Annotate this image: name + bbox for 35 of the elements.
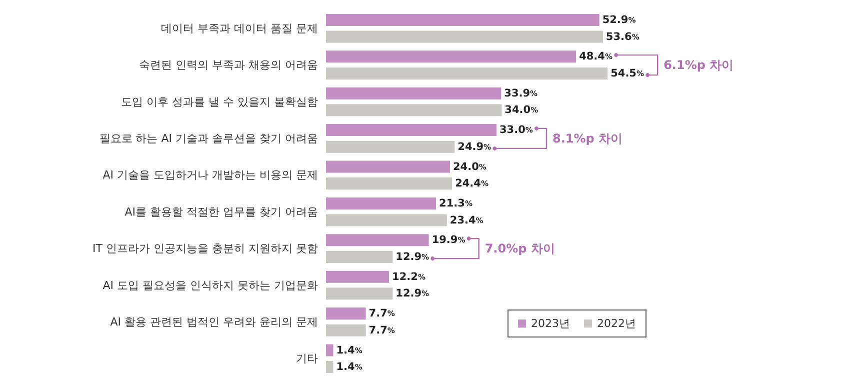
bar — [326, 50, 576, 63]
y-tick-label: 데이터 부족과 데이터 품질 문제 — [161, 22, 318, 35]
bar — [326, 30, 603, 43]
bar — [326, 361, 334, 374]
bar — [326, 14, 600, 26]
bar — [326, 124, 496, 136]
bar — [326, 270, 390, 283]
bar — [326, 324, 366, 336]
text: 6.1%p 차이 — [664, 58, 734, 72]
bar — [326, 197, 436, 210]
bar — [326, 308, 366, 320]
y-tick-label: AI 활용 관련된 법적인 우려와 윤리의 문제 — [110, 315, 318, 328]
bar — [326, 250, 393, 263]
y-tick-label: 기타 — [296, 352, 318, 366]
bar — [326, 344, 334, 356]
bar — [326, 234, 429, 246]
bar — [326, 160, 450, 173]
bar — [326, 140, 455, 153]
y-tick-label: AI를 활용할 적절한 업무를 찾기 어려움 — [124, 205, 318, 218]
bar — [326, 288, 393, 300]
y-tick-label: 필요로 하는 AI 기술과 솔루션을 찾기 어려움 — [99, 132, 318, 145]
bar — [326, 214, 447, 226]
y-tick-label: AI 도입 필요성을 인식하지 못하는 기업문화 — [102, 278, 318, 292]
y-tick-label: AI 기술을 도입하거나 개발하는 비용의 문제 — [102, 168, 318, 182]
bar — [326, 178, 452, 190]
legend-label: 2022년 — [597, 317, 636, 330]
y-tick-label: 숙련된 인력의 부족과 채용의 어려움 — [139, 58, 318, 72]
bar — [326, 104, 502, 116]
annotation: 8.1%p 차이 — [552, 131, 623, 146]
bar — [326, 67, 608, 80]
bar — [326, 87, 502, 100]
annotation: 7.0%p 차이 — [484, 242, 555, 256]
legend-label: 2023년 — [531, 317, 570, 330]
y-tick-label: IT 인프라가 인공지능을 충분히 지원하지 못함 — [92, 242, 318, 256]
y-tick-label: 도입 이후 성과를 낼 수 있을지 불확실함 — [121, 95, 318, 108]
